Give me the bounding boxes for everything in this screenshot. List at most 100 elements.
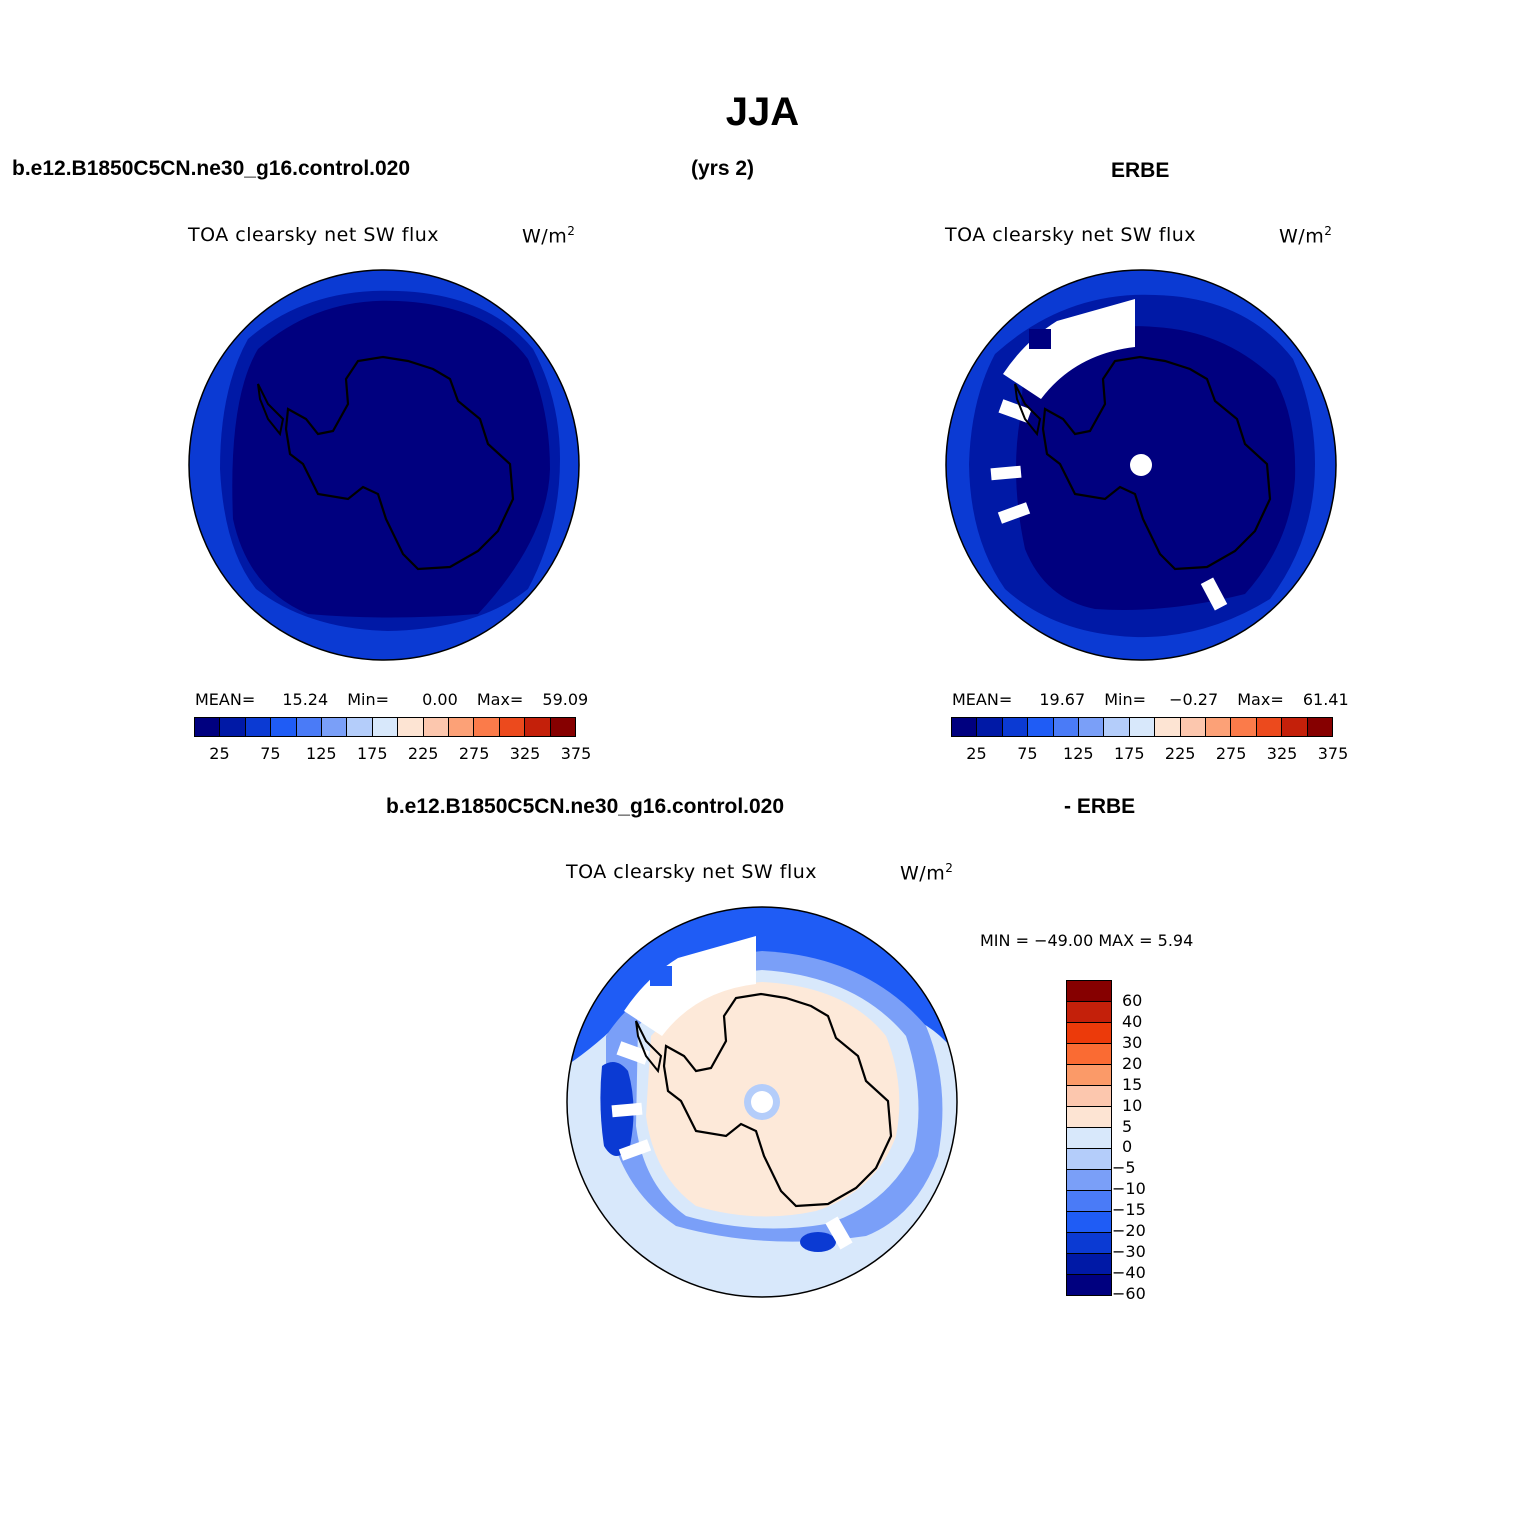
obs-panel-variable: TOA clearsky net SW flux: [945, 224, 1197, 246]
model-map-border: [188, 269, 580, 661]
colorbar-tick-label: 125: [1063, 744, 1094, 763]
obs-panel-units: W/m2: [1279, 224, 1332, 247]
colorbar-swatch: [1206, 718, 1232, 736]
model-min-value: 0.00: [422, 690, 458, 709]
colorbar-swatch: [1067, 1128, 1111, 1149]
diff-map-border: [566, 906, 958, 1298]
colorbar-tick-label: −15: [1112, 1200, 1146, 1220]
colorbar-swatch: [195, 718, 221, 736]
diff-peninsula: [635, 1020, 663, 1074]
obs-missing-strip-2: [990, 465, 1022, 481]
diff-missing-strip-3: [618, 1139, 652, 1161]
colorbar-swatch: [1067, 1002, 1111, 1023]
diff-coastline: [662, 992, 893, 1208]
colorbar-tick-label: −30: [1112, 1242, 1146, 1262]
diff-minmax: MIN = −49.00 MAX = 5.94: [980, 931, 1194, 950]
colorbar-swatch: [245, 718, 272, 736]
colorbar-swatch: [1002, 718, 1029, 736]
colorbar-swatch: [1067, 1149, 1111, 1170]
obs-mean-label: MEAN=: [952, 690, 1013, 709]
colorbar-swatch: [1067, 1065, 1111, 1086]
colorbar-swatch: [1067, 1170, 1111, 1191]
obs-units-sup: 2: [1324, 224, 1333, 238]
colorbar-tick-label: 275: [1215, 744, 1247, 763]
obs-peninsula: [1014, 383, 1042, 437]
diff-missing-pole: [751, 1091, 773, 1113]
colorbar-tick-label: 175: [1113, 744, 1145, 763]
colorbar-swatch: [296, 718, 323, 736]
diff-colorbar-ticks: 60 40 30 20 15 10 5 0 −5 −10 −15 −20 −30 −40 −60: [1112, 980, 1182, 1303]
obs-missing-arc: [1003, 299, 1135, 399]
diff-missing-arc: [624, 936, 756, 1036]
obs-colorbar: [951, 717, 1333, 737]
diff-units-sup: 2: [945, 861, 954, 875]
colorbar-tick-label: −60: [1112, 1284, 1146, 1303]
colorbar-swatch: [1053, 718, 1080, 736]
diff-missing-block: [650, 966, 672, 986]
colorbar-swatch: [1104, 718, 1130, 736]
colorbar-tick-label: 75: [1017, 744, 1038, 763]
diff-colorbar: [1066, 980, 1112, 1296]
colorbar-swatch: [1028, 718, 1054, 736]
model-peninsula: [257, 383, 285, 437]
obs-mean-value: 19.67: [1039, 690, 1086, 709]
colorbar-tick-label: 0: [1122, 1137, 1133, 1157]
colorbar-swatch: [398, 718, 424, 736]
colorbar-tick-label: 375: [560, 744, 592, 763]
obs-coastline: [1041, 355, 1272, 571]
model-stats: MEAN= 15.24 Min= 0.00 Max= 59.09: [195, 690, 588, 709]
diff-missing-strip-4: [825, 1216, 853, 1250]
colorbar-swatch: [1231, 718, 1257, 736]
colorbar-swatch: [372, 718, 399, 736]
colorbar-tick-label: 30: [1122, 1032, 1143, 1052]
colorbar-tick-label: 275: [458, 744, 490, 763]
colorbar-swatch: [322, 718, 348, 736]
colorbar-tick-label: 25: [209, 744, 230, 763]
colorbar-tick-label: 15: [1122, 1074, 1143, 1094]
colorbar-swatch: [271, 718, 297, 736]
model-max-value: 59.09: [542, 690, 589, 709]
colorbar-swatch: [1155, 718, 1181, 736]
obs-interior: [1016, 326, 1296, 610]
model-colorbar: [194, 717, 576, 737]
case-name-header: b.e12.B1850C5CN.ne30_g16.control.020: [12, 157, 411, 180]
obs-missing-block: [1029, 329, 1051, 349]
model-units-sup: 2: [567, 224, 576, 238]
model-map: [188, 269, 580, 661]
model-mean-label: MEAN=: [195, 690, 256, 709]
colorbar-swatch: [474, 718, 500, 736]
colorbar-tick-label: 20: [1122, 1053, 1143, 1073]
model-mean-value: 15.24: [282, 690, 329, 709]
colorbar-swatch: [423, 718, 450, 736]
colorbar-swatch: [550, 718, 576, 736]
model-panel-variable: TOA clearsky net SW flux: [188, 224, 440, 246]
colorbar-tick-label: 25: [966, 744, 987, 763]
model-max-label: Max=: [476, 690, 524, 709]
diff-map: [566, 906, 958, 1298]
colorbar-tick-label: 175: [356, 744, 388, 763]
colorbar-swatch: [952, 718, 978, 736]
colorbar-tick-label: 60: [1122, 990, 1143, 1010]
colorbar-tick-label: 5: [1122, 1116, 1133, 1136]
colorbar-tick-label: 225: [1164, 744, 1196, 763]
colorbar-tick-label: 375: [1317, 744, 1349, 763]
model-units-base: W/m: [522, 225, 568, 248]
diff-panel-units: W/m2: [900, 861, 953, 884]
obs-missing-strip-4: [1200, 577, 1228, 611]
colorbar-swatch: [1256, 718, 1283, 736]
years-header: (yrs 2): [691, 157, 755, 180]
obs-stats: MEAN= 19.67 Min= −0.27 Max= 61.41: [952, 690, 1349, 709]
colorbar-swatch: [1307, 718, 1333, 736]
colorbar-swatch: [1282, 718, 1308, 736]
diff-panel-variable: TOA clearsky net SW flux: [566, 861, 818, 883]
diff-case-name: b.e12.B1850C5CN.ne30_g16.control.020: [386, 795, 785, 818]
colorbar-swatch: [1067, 1212, 1111, 1233]
colorbar-swatch: [1067, 981, 1111, 1002]
obs-min-value: −0.27: [1169, 690, 1219, 709]
colorbar-tick-label: −5: [1112, 1158, 1136, 1178]
diff-obs-name: - ERBE: [1064, 795, 1136, 818]
model-min-label: Min=: [347, 690, 390, 709]
colorbar-tick-label: 325: [1266, 744, 1298, 763]
colorbar-swatch: [1180, 718, 1207, 736]
obs-name-header: ERBE: [1111, 159, 1170, 182]
